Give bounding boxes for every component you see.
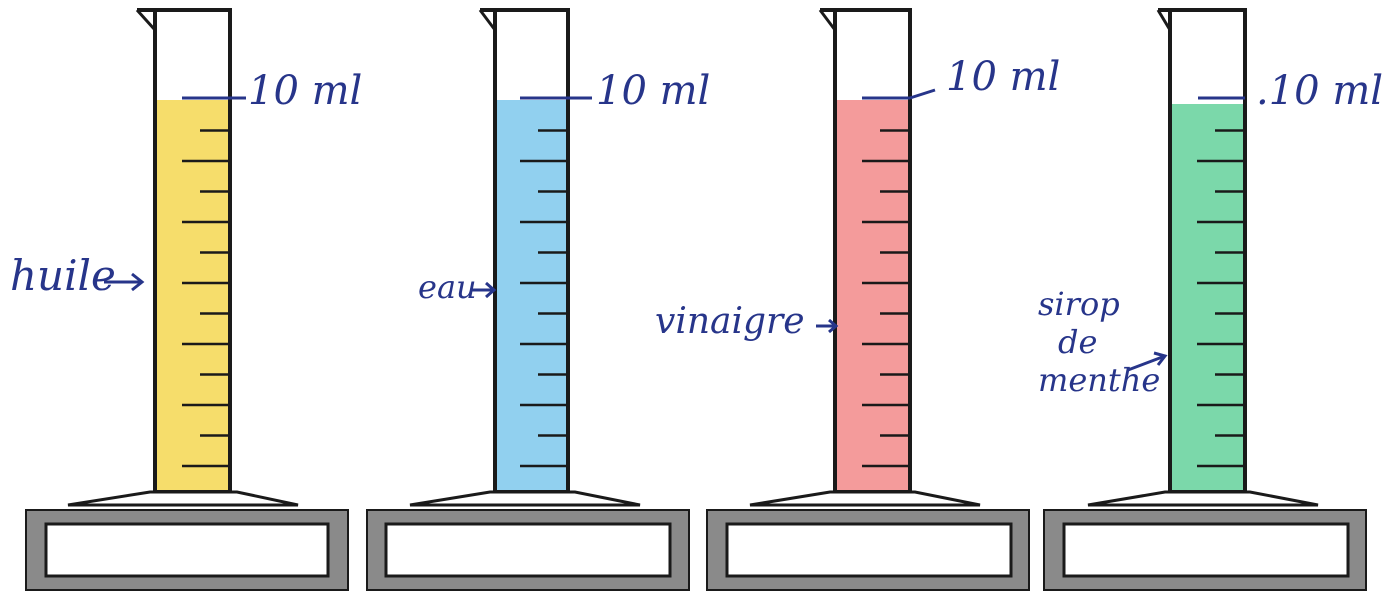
volume-label-eau: 10 ml	[596, 68, 710, 114]
cylinder-spout-huile	[135, 8, 157, 32]
cylinder-spout-eau	[478, 9, 497, 31]
volume-leader-vinaigre	[909, 88, 936, 100]
base-inner-vinaigre	[725, 522, 1013, 578]
foot-vinaigre	[749, 490, 981, 507]
cylinder-vinaigre: 10 ml vinaigre	[655, 8, 1060, 591]
volume-label-huile: 10 ml	[248, 68, 362, 114]
liquid-label-sirop-de-menthe: sirop de menthe	[1038, 285, 1160, 399]
arrow-vinaigre	[816, 318, 839, 334]
cylinder-huile: 10 ml huile	[10, 8, 362, 591]
foot-eau	[409, 490, 641, 507]
base-inner-sirop-de-menthe	[1062, 522, 1350, 578]
liquid-label-huile: huile	[10, 251, 116, 300]
graduation-scale-sirop-de-menthe	[1197, 129, 1245, 468]
volume-label-sirop-de-menthe: .10 ml	[1256, 68, 1383, 114]
graduation-scale-vinaigre	[862, 129, 910, 468]
arrow-eau	[470, 281, 497, 299]
volume-label-vinaigre: 10 ml	[946, 54, 1060, 100]
foot-huile	[67, 490, 299, 507]
base-inner-eau	[384, 522, 672, 578]
liquid-vinaigre	[835, 100, 910, 492]
cylinder-sirop-de-menthe: .10 ml sirop de menthe	[1038, 8, 1383, 591]
cylinder-spout-vinaigre	[818, 9, 837, 31]
liquid-eau	[495, 100, 568, 492]
cylinder-spout-sirop-de-menthe	[1156, 9, 1172, 31]
liquid-label-eau: eau	[418, 268, 477, 306]
liquid-sirop-de-menthe	[1170, 104, 1245, 492]
base-inner-huile	[44, 522, 330, 578]
liquid-huile	[155, 100, 230, 492]
arrow-sirop-de-menthe	[1127, 351, 1168, 372]
arrow-huile	[104, 272, 145, 292]
graduation-scale-huile	[182, 129, 230, 468]
graduation-scale-eau	[520, 129, 568, 468]
liquid-label-vinaigre: vinaigre	[655, 301, 805, 342]
cylinder-eau: 10 ml eau	[366, 8, 710, 591]
foot-sirop-de-menthe	[1087, 490, 1319, 507]
